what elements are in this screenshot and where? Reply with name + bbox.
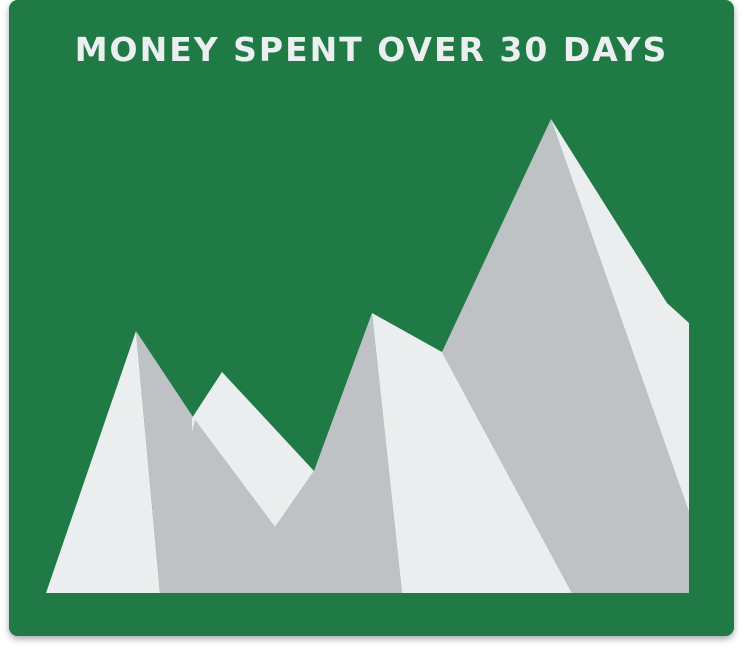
peak-4-lit	[551, 119, 689, 512]
chart-card: MONEY SPENT OVER 30 DAYS	[9, 0, 734, 636]
peak-1-lit	[46, 331, 160, 593]
peak-3-lit	[372, 313, 572, 593]
mountain-range	[46, 119, 689, 593]
chart-svg	[9, 0, 734, 636]
peak-4-shade	[442, 119, 689, 593]
peak-1-shade	[136, 313, 402, 593]
peak-2-lit	[192, 372, 314, 527]
chart-title: MONEY SPENT OVER 30 DAYS	[74, 30, 669, 69]
